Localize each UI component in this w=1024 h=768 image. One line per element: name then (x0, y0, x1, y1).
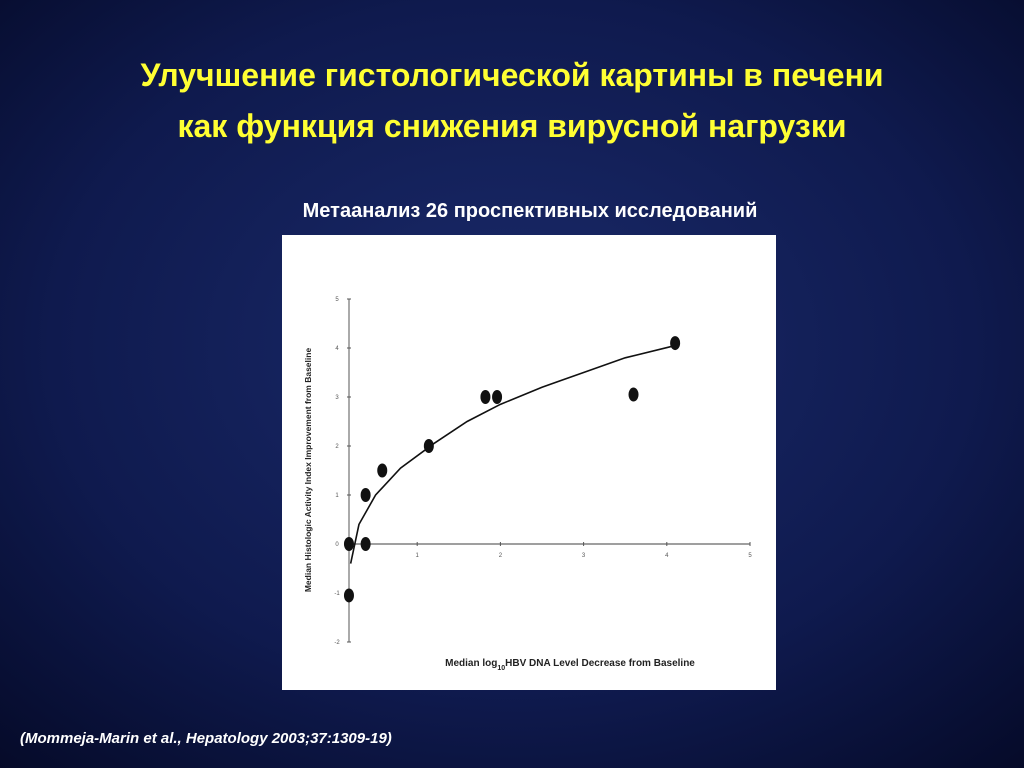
citation: (Mommeja-Marin et al., Hepatology 2003;3… (20, 730, 392, 747)
data-point (480, 390, 491, 404)
x-tick-label: 4 (665, 553, 669, 559)
data-point (492, 390, 503, 404)
y-axis-label: Median Histologic Activity Index Improve… (303, 348, 313, 593)
data-point (360, 488, 371, 502)
x-label-part: Median log (445, 658, 497, 669)
y-tick-label: -2 (334, 640, 340, 646)
data-point (343, 588, 354, 603)
slide-title: как функция снижения вирусной нагрузки (177, 108, 846, 144)
data-point (628, 387, 639, 402)
y-tick-label: 5 (335, 297, 339, 303)
y-tick-label: 0 (335, 542, 339, 548)
x-tick-label: 1 (416, 553, 420, 559)
data-point (360, 537, 371, 551)
fit-curve (349, 344, 676, 564)
data-point (343, 537, 354, 551)
y-tick-label: 3 (335, 395, 339, 401)
subtitle: Метаанализ 26 проспективных исследований (303, 200, 758, 222)
x-label-part: HBV DNA Level Decrease from Baseline (505, 658, 695, 669)
x-label-sub: 10 (497, 665, 505, 672)
y-tick-label: -1 (334, 591, 340, 597)
y-tick-label: 2 (335, 444, 339, 450)
x-tick-label: 3 (582, 553, 586, 559)
x-tick-label: 5 (748, 553, 752, 559)
x-axis-label: Median log10HBV DNA Level Decrease from … (445, 658, 695, 672)
data-point (670, 336, 681, 351)
y-tick-label: 1 (335, 493, 339, 499)
data-point (377, 463, 388, 478)
chart-panel (282, 235, 776, 690)
data-point (423, 439, 434, 453)
slide-title: Улучшение гистологической картины в пече… (140, 57, 883, 93)
x-tick-label: 2 (499, 553, 503, 559)
y-tick-label: 4 (335, 346, 339, 352)
